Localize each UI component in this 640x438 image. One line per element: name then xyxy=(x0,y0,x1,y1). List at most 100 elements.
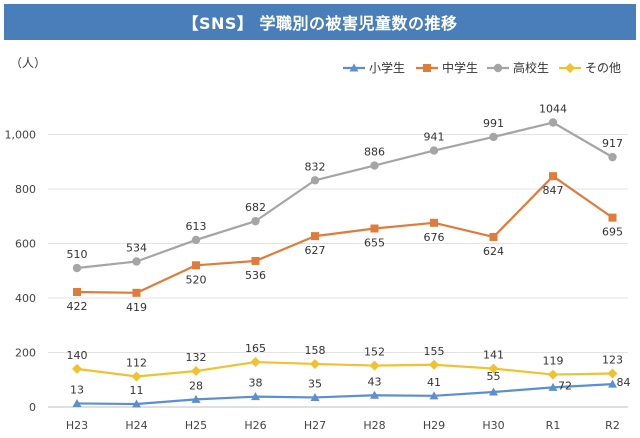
legend-label: 中学生 xyxy=(442,60,478,75)
x-tick-label: H27 xyxy=(304,419,326,432)
data-point xyxy=(310,176,320,185)
data-point xyxy=(607,368,618,379)
data-label: 28 xyxy=(189,379,203,392)
x-tick-label: H23 xyxy=(66,419,88,432)
chart-title: 【SNS】 学職別の被害児童数の推移 xyxy=(4,4,636,40)
data-label: 165 xyxy=(245,342,266,355)
x-axis-ticks: H23 H24 H25 H26 H27 H28 H29 H30 R1 R2 xyxy=(66,419,620,432)
data-point xyxy=(191,394,201,403)
series-line xyxy=(76,175,614,294)
x-tick-label: H28 xyxy=(363,419,385,432)
data-label: 132 xyxy=(186,351,207,364)
data-point xyxy=(493,63,503,73)
data-label: 941 xyxy=(424,131,445,144)
data-point xyxy=(429,391,439,400)
data-point xyxy=(489,387,498,396)
data-label: 55 xyxy=(487,370,501,383)
data-point xyxy=(370,224,379,233)
data-label: 917 xyxy=(602,137,623,150)
series-line xyxy=(76,360,613,378)
data-label: 72 xyxy=(558,379,572,392)
y-tick-label: 400 xyxy=(15,292,36,305)
x-tick-label: H24 xyxy=(125,419,147,432)
data-label: 886 xyxy=(364,146,385,159)
x-tick-label: H29 xyxy=(423,419,445,432)
data-point xyxy=(251,216,260,226)
y-tick-label: 800 xyxy=(15,183,36,196)
series-line xyxy=(76,383,613,406)
legend-item: 高校生 xyxy=(487,60,549,75)
data-label: 123 xyxy=(602,353,623,366)
y-axis-unit-label: （人） xyxy=(10,56,47,70)
data-label: 1044 xyxy=(539,103,567,116)
data-point xyxy=(369,360,380,371)
data-label: 422 xyxy=(67,300,88,313)
series-circle: 510 534 613 682 832 886 941 991 1044 917 xyxy=(67,103,623,273)
data-label: 536 xyxy=(245,269,266,282)
data-point xyxy=(423,64,431,72)
data-label: 534 xyxy=(126,241,147,254)
data-label: 140 xyxy=(67,349,88,362)
data-label: 627 xyxy=(305,244,326,257)
data-point xyxy=(370,390,379,399)
data-point xyxy=(132,288,141,297)
data-label: 13 xyxy=(70,383,84,396)
data-label: 676 xyxy=(424,231,445,244)
legend-label: その他 xyxy=(585,61,621,75)
data-label: 847 xyxy=(543,184,564,197)
data-label: 613 xyxy=(186,220,207,233)
data-label: 991 xyxy=(483,117,504,130)
legend: 小学生 中学生 高校生 その他 xyxy=(343,60,621,75)
legend-label: 小学生 xyxy=(369,60,405,75)
y-tick-label: 1,000 xyxy=(5,129,37,142)
data-label: 655 xyxy=(364,237,385,250)
data-point xyxy=(370,161,379,170)
data-point xyxy=(349,63,359,72)
y-tick-label: 200 xyxy=(15,347,36,360)
series-diamond: 140 112 132 165 158 152 155 141 119 123 xyxy=(67,342,623,382)
data-point xyxy=(489,232,498,241)
data-point xyxy=(548,382,558,391)
data-label: 682 xyxy=(245,201,266,214)
y-axis-ticks: 0 200 400 600 800 1,000 xyxy=(5,129,37,415)
data-point xyxy=(132,257,141,266)
data-point xyxy=(608,152,617,162)
data-point xyxy=(192,261,200,270)
data-point xyxy=(73,288,81,297)
data-point xyxy=(132,399,141,408)
x-tick-label: R2 xyxy=(605,419,620,432)
legend-item: 中学生 xyxy=(416,60,478,75)
data-point xyxy=(429,146,439,155)
y-tick-label: 0 xyxy=(29,401,36,414)
data-point xyxy=(488,363,499,374)
data-point xyxy=(311,232,319,241)
data-point xyxy=(429,359,439,370)
data-label: 84 xyxy=(617,376,631,389)
legend-item: 小学生 xyxy=(343,60,405,75)
data-label: 38 xyxy=(249,377,263,390)
x-tick-label: H25 xyxy=(185,419,207,432)
data-point xyxy=(608,213,617,222)
data-label: 41 xyxy=(427,376,441,389)
data-label: 832 xyxy=(305,160,326,173)
data-label: 43 xyxy=(368,375,382,388)
x-tick-label: H26 xyxy=(244,419,266,432)
data-point xyxy=(131,371,142,382)
data-label: 155 xyxy=(424,345,445,358)
x-tick-label: R1 xyxy=(546,419,561,432)
data-point xyxy=(310,358,320,369)
data-label: 11 xyxy=(130,384,144,397)
data-point xyxy=(548,118,558,127)
series-line xyxy=(76,121,614,270)
data-label: 35 xyxy=(308,377,322,390)
data-point xyxy=(72,263,82,273)
data-point xyxy=(72,398,82,407)
data-label: 419 xyxy=(126,301,147,314)
data-label: 152 xyxy=(364,346,385,359)
data-point xyxy=(608,379,617,388)
data-point xyxy=(430,218,438,227)
legend-label: 高校生 xyxy=(513,60,549,75)
data-label: 119 xyxy=(543,355,564,368)
data-point xyxy=(489,132,498,142)
data-label: 695 xyxy=(602,226,623,239)
